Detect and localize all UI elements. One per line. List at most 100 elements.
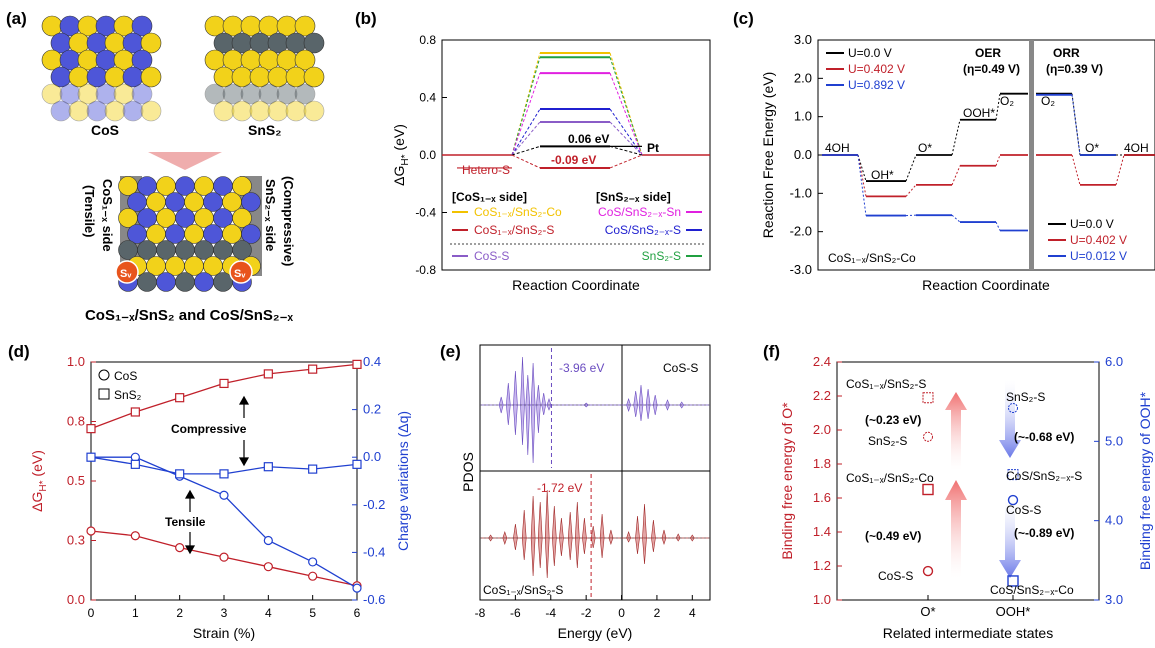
hetero-atom — [138, 273, 157, 292]
ooh-label-4: CoS/SnS₂₋ₓ-Co — [990, 583, 1074, 597]
d-ytick-left-label: 0.3 — [67, 533, 85, 548]
d-sns2-dq-point — [353, 460, 361, 468]
panel-a-label: (a) — [6, 9, 27, 28]
top-center-label: -3.96 eV — [559, 361, 604, 375]
panel-d-xlabel: Strain (%) — [193, 625, 255, 641]
pt-value-label: 0.06 eV — [568, 132, 609, 146]
d-sns2-dq-point — [131, 460, 139, 468]
o-diff-2: (~0.49 eV) — [865, 529, 921, 543]
legend-circle-icon — [99, 370, 109, 380]
transform-arrow — [148, 152, 222, 170]
d-xtick-label: 3 — [221, 606, 228, 620]
panel-f-label: (f) — [763, 342, 780, 361]
c-oer-u1-connector — [906, 185, 916, 197]
d-ytick-left-label: 0.8 — [67, 414, 85, 429]
sns2-atom — [214, 101, 234, 121]
b-connector-right-1 — [610, 57, 642, 155]
f-ytick-right-label: 3.0 — [1105, 592, 1123, 607]
sns2-label: SnS₂ — [248, 122, 281, 138]
b-legend-left-label: CoS₁₋ₓ/SnS₂-S — [474, 223, 554, 237]
f-ytick-left-label: 1.2 — [813, 558, 831, 573]
legend-sns2: SnS₂ — [114, 388, 142, 402]
pdos-top-down — [480, 405, 710, 463]
d-sns2-dg-point — [87, 425, 95, 433]
right-side-label: SnS₂₋ₓ side — [263, 179, 278, 251]
panel-f-ylabel-right: Binding free energy of OOH* — [1137, 391, 1153, 570]
orr-label: ORR — [1053, 46, 1080, 60]
panel-b-legend: CoS₁₋ₓ/SnS₂-CoCoS₁₋ₓ/SnS₂-SCoS-SCoS/SnS₂… — [450, 205, 704, 263]
panel-d-ylabel-left: ΔGH* (eV) — [29, 450, 49, 512]
c-legend-bottom-label: U=0.402 V — [1070, 233, 1127, 247]
panel-a: (a) CoS SnS₂ CoS₁₋ₓ side (Tensile) SnS₂₋… — [6, 9, 324, 324]
b-connector-right-6 — [610, 155, 642, 168]
ooh-label-1: SnS₂-S — [1006, 390, 1045, 404]
o-label-4: CoS-S — [878, 569, 913, 583]
sns2-atom — [232, 101, 252, 121]
c-ytick-label: -2.0 — [790, 224, 812, 239]
f-ytick-left-label: 2.2 — [813, 388, 831, 403]
sns2-atom — [304, 101, 324, 121]
d-cos-dq-point — [264, 537, 272, 545]
b-legend-left-label: CoS₁₋ₓ/SnS₂-Co — [474, 205, 562, 219]
c-state-label: 4OH — [1124, 141, 1149, 155]
panel-b-plot — [442, 53, 710, 168]
hetero-value-label: -0.09 eV — [551, 153, 596, 167]
f-ytick-left-label: 2.4 — [813, 354, 831, 369]
b-connector-left-1 — [512, 57, 540, 155]
panel-c-sample: CoS₁₋ₓ/SnS₂-Co — [828, 251, 916, 265]
sns2-atom — [268, 101, 288, 121]
b-ytick-label: 0.8 — [419, 33, 436, 47]
c-oer-u0-connector — [906, 155, 916, 181]
c-oer-u0-connector — [952, 120, 960, 155]
d-cos-dg-point — [131, 532, 139, 540]
cos-atom — [105, 101, 125, 121]
b-legend-right-label: CoS/SnS₂₋ₓ-Sn — [598, 205, 681, 219]
pdos-bottom-up — [480, 490, 710, 538]
vacancy-left-label: Sᵥ — [120, 268, 132, 280]
panel-f-xlabel: Related intermediate states — [883, 625, 1053, 641]
compressive-arrowhead-up — [240, 397, 248, 404]
d-sns2-dg-point — [309, 365, 317, 373]
ooh-diff-1: (~-0.68 eV) — [1014, 430, 1074, 444]
d-sns2-dg-point — [220, 379, 228, 387]
d-cos-dq-point — [220, 491, 228, 499]
panel-c-xlabel: Reaction Coordinate — [922, 277, 1050, 293]
d-sns2-dg-point — [131, 408, 139, 416]
d-cos-dg-point — [87, 527, 95, 535]
b-ytick-label: 0.0 — [419, 148, 436, 162]
c-state-label: O₂ — [1041, 94, 1055, 108]
b-connector-left-6 — [512, 155, 540, 168]
c-oer-u2-connector — [996, 222, 1000, 230]
o-label-2: SnS₂-S — [868, 434, 907, 448]
e-xtick-label: -2 — [581, 606, 592, 620]
c-oer-u1-connector — [996, 155, 1000, 166]
sns2-atom — [286, 101, 306, 121]
b-ytick-label: 0.4 — [419, 91, 436, 105]
panel-e-xlabel: Energy (eV) — [558, 625, 633, 641]
c-oer-u1-connector — [952, 166, 960, 185]
o-arrow-bottom — [945, 480, 967, 578]
f-ytick-right-label: 4.0 — [1105, 513, 1123, 528]
bottom-center-label: -1.72 eV — [537, 481, 582, 495]
d-xtick-label: 0 — [88, 606, 95, 620]
panel-e-label: (e) — [440, 342, 461, 361]
c-ytick-label: 2.0 — [794, 70, 812, 85]
b-connector-left-2 — [512, 73, 540, 155]
b-ytick-label: -0.8 — [415, 263, 436, 277]
b-legend-right-label: CoS/SnS₂₋ₓ-S — [605, 223, 681, 237]
d-ytick-right-label: -0.2 — [363, 497, 385, 512]
f-ytick-right-label: 5.0 — [1105, 433, 1123, 448]
f-xtick-label: O* — [920, 604, 935, 619]
oer-label: OER — [975, 46, 1001, 60]
left-side-sub: (Tensile) — [82, 185, 97, 238]
tensile-arrowhead-up — [186, 491, 194, 498]
o-point-3 — [923, 485, 933, 495]
c-legend-top-label: U=0.892 V — [848, 78, 905, 92]
d-ytick-left-label: 0.0 — [67, 592, 85, 607]
pt-label: Pt — [647, 141, 659, 155]
panel-f-plot — [923, 393, 1018, 586]
panel-f-ylabel-left: Binding free energy of O* — [779, 402, 795, 560]
